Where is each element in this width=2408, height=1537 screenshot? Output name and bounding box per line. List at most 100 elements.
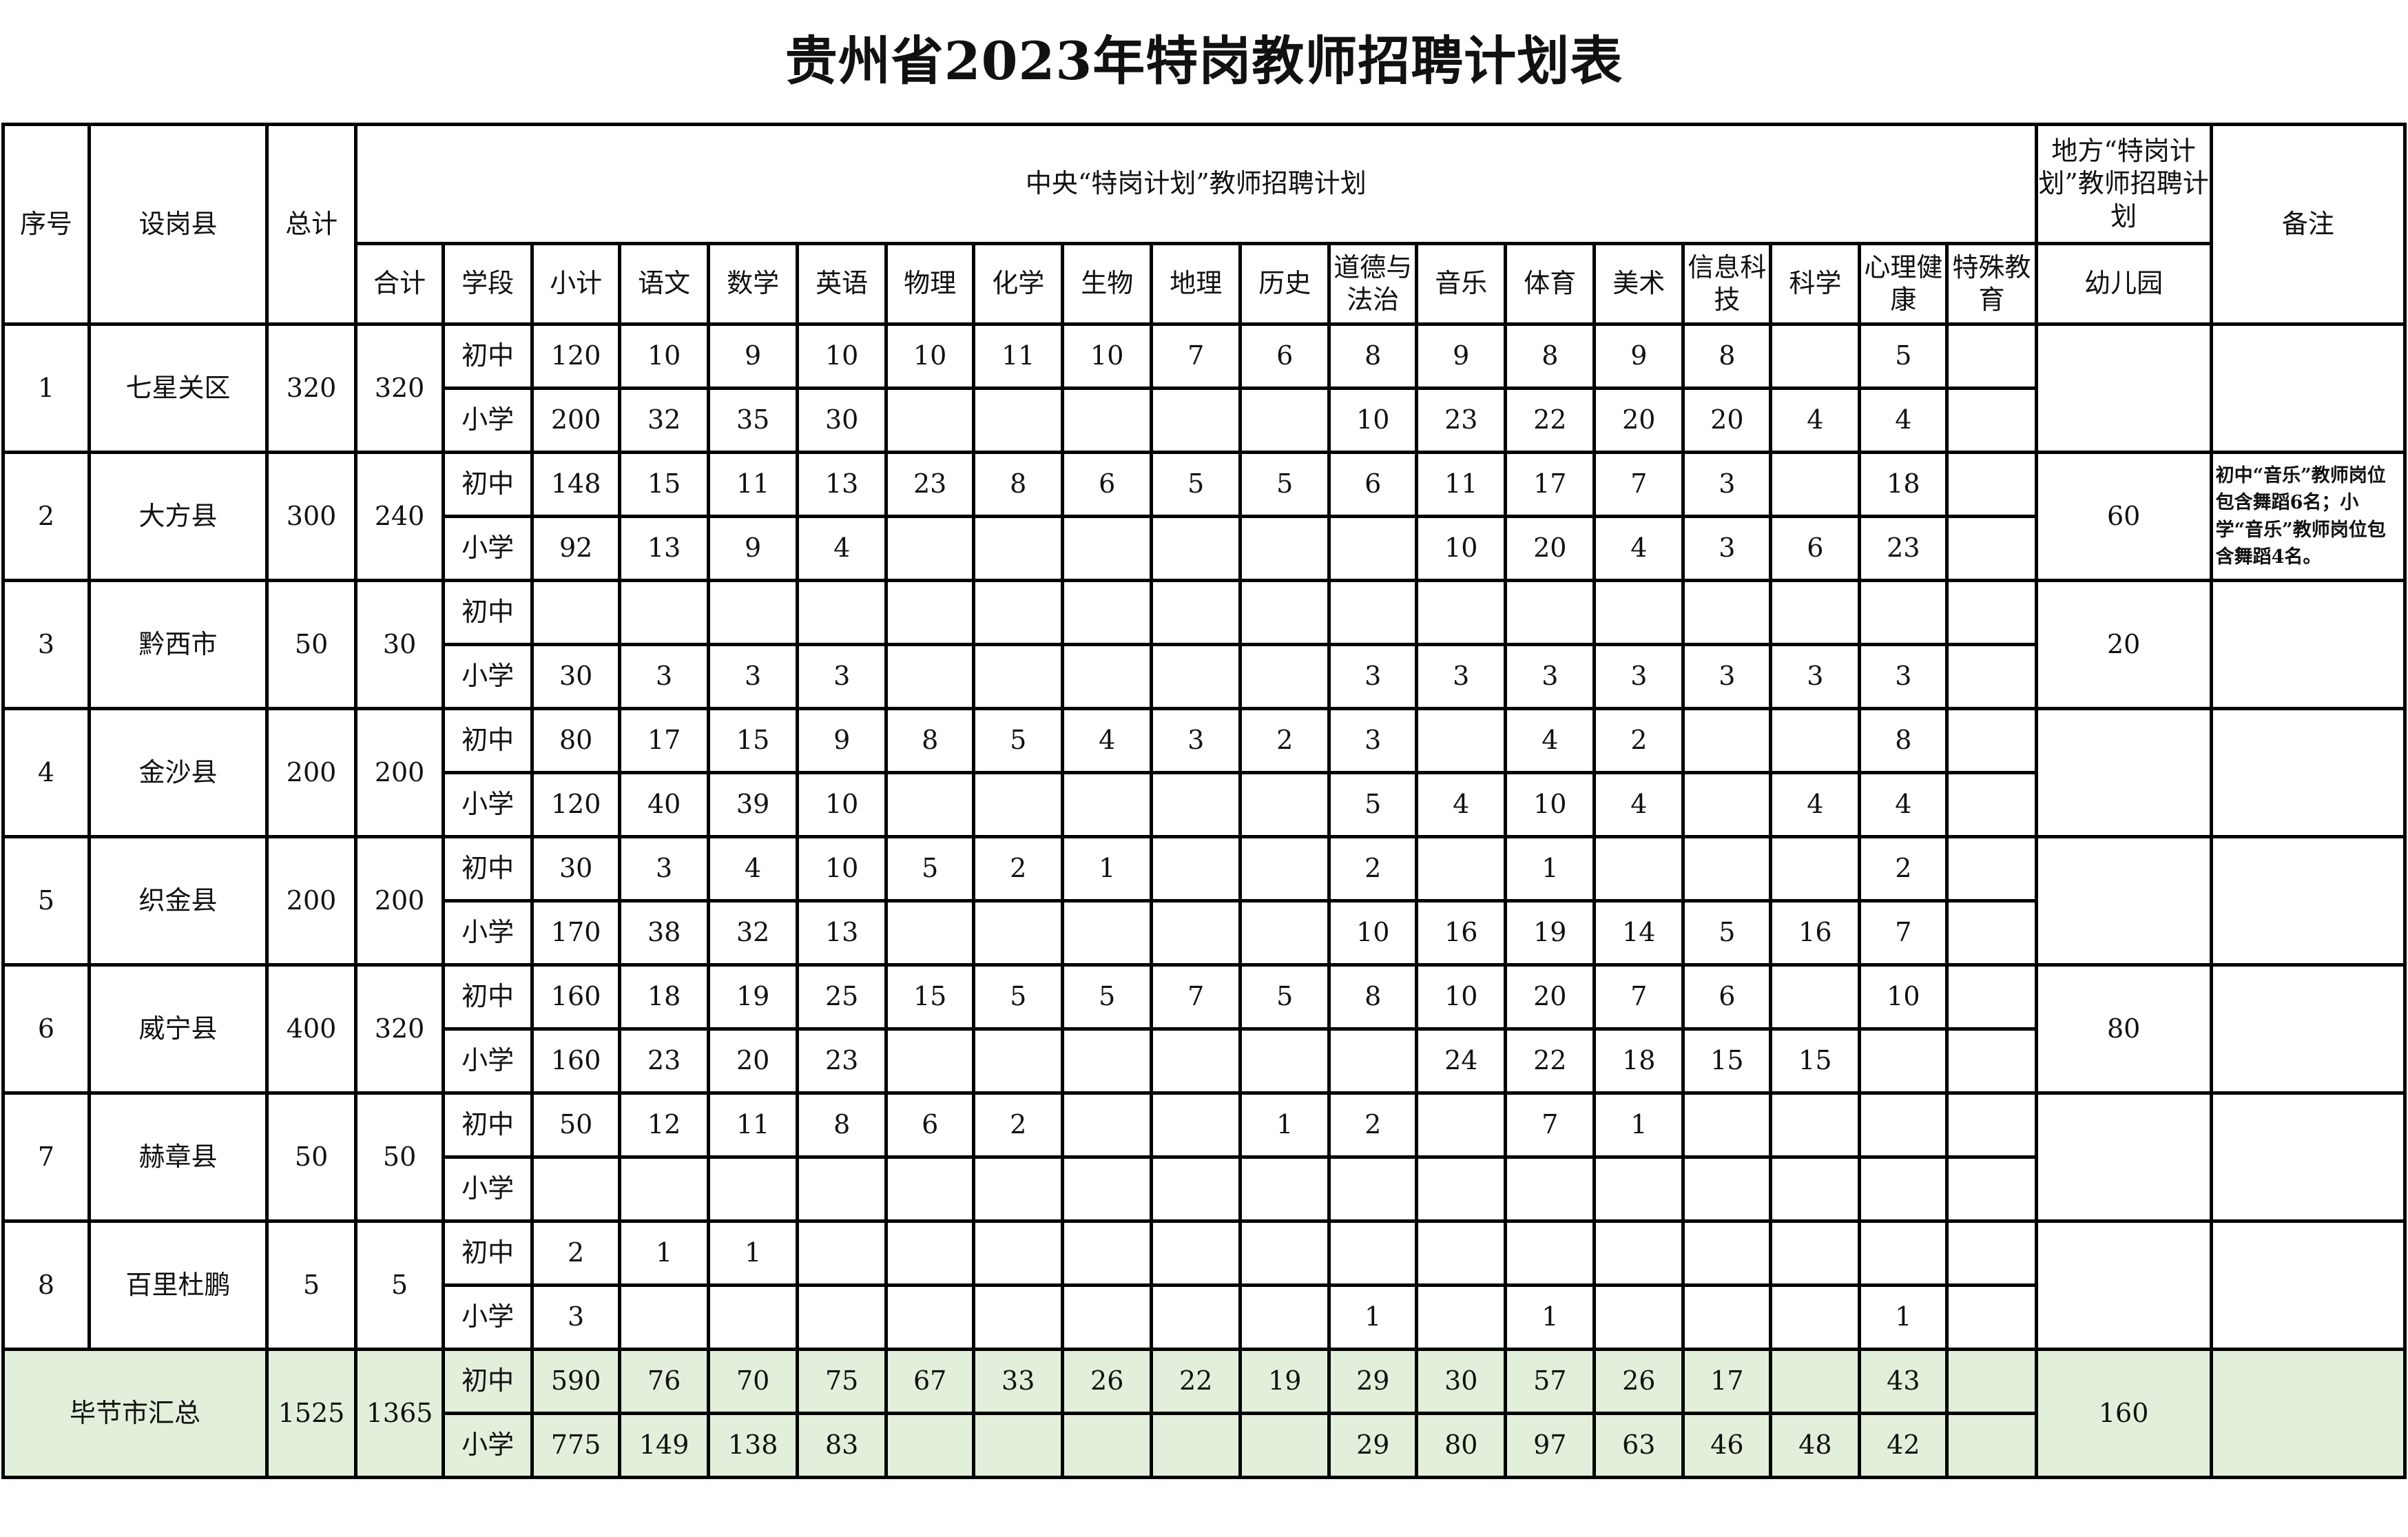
county-total: 300 bbox=[265, 451, 358, 582]
value-cell: 1 bbox=[707, 1219, 800, 1287]
value-cell: 40 bbox=[618, 771, 711, 838]
value-cell: 23 bbox=[618, 1027, 711, 1095]
value-cell: 20 bbox=[1504, 963, 1597, 1031]
remark-cell bbox=[2209, 963, 2407, 1095]
value-cell bbox=[1415, 707, 1508, 774]
value-cell bbox=[972, 899, 1065, 967]
remark-cell bbox=[2209, 835, 2407, 967]
county-sum: 30 bbox=[354, 579, 446, 710]
value-cell bbox=[1150, 1219, 1243, 1287]
value-cell: 10 bbox=[1327, 386, 1419, 454]
county-seq: 5 bbox=[1, 835, 92, 967]
value-cell: 13 bbox=[796, 451, 889, 518]
value-cell bbox=[707, 1155, 800, 1223]
county-sum: 5 bbox=[354, 1219, 446, 1351]
value-cell bbox=[1945, 1412, 2038, 1479]
value-cell: 23 bbox=[1415, 386, 1508, 454]
value-cell bbox=[1061, 899, 1154, 967]
county-seq: 3 bbox=[1, 579, 92, 710]
value-cell: 3 bbox=[530, 1283, 622, 1351]
value-cell: 14 bbox=[1592, 899, 1685, 967]
value-cell: 20 bbox=[1592, 386, 1685, 454]
value-cell: 4 bbox=[1415, 771, 1508, 838]
county-seq: 8 bbox=[1, 1219, 92, 1351]
county-total: 5 bbox=[265, 1219, 358, 1351]
stage-label: 初中 bbox=[442, 963, 534, 1031]
value-cell: 1 bbox=[1061, 835, 1154, 902]
value-cell: 3 bbox=[1150, 707, 1243, 774]
value-cell: 23 bbox=[1858, 515, 1949, 582]
value-cell: 29 bbox=[1327, 1412, 1419, 1479]
value-cell: 19 bbox=[1504, 899, 1597, 967]
value-cell: 15 bbox=[1681, 1027, 1773, 1095]
value-cell bbox=[1592, 1283, 1685, 1351]
stage-label: 小学 bbox=[442, 1155, 534, 1223]
value-cell bbox=[1769, 835, 1862, 902]
value-cell bbox=[618, 579, 711, 646]
value-cell: 13 bbox=[618, 515, 711, 582]
header-subject: 小计 bbox=[530, 242, 622, 326]
table-row: 6 威宁县 400 320 初中 160 18 19 25 15 5 5 7 5 8 10 20 7 6 10 80 bbox=[1, 963, 2407, 1095]
value-cell bbox=[1945, 1155, 2038, 1223]
stage-label: 小学 bbox=[442, 1027, 534, 1095]
value-cell: 22 bbox=[1504, 386, 1597, 454]
value-cell bbox=[1150, 579, 1243, 646]
kindergarten-count bbox=[2034, 835, 2213, 967]
value-cell: 4 bbox=[1504, 707, 1597, 774]
county-seq: 2 bbox=[1, 451, 92, 582]
value-cell: 42 bbox=[1858, 1412, 1949, 1479]
header-subject: 地理 bbox=[1150, 242, 1243, 326]
value-cell: 23 bbox=[796, 1027, 889, 1095]
county-sum: 320 bbox=[354, 322, 446, 454]
value-cell: 4 bbox=[1858, 771, 1949, 838]
value-cell bbox=[1238, 771, 1331, 838]
value-cell: 4 bbox=[1061, 707, 1154, 774]
value-cell bbox=[1150, 835, 1243, 902]
value-cell: 6 bbox=[1061, 451, 1154, 518]
value-cell: 32 bbox=[707, 899, 800, 967]
stage-label: 初中 bbox=[442, 1348, 534, 1415]
header-sum: 合计 bbox=[354, 242, 446, 326]
value-cell: 7 bbox=[1592, 963, 1685, 1031]
value-cell: 9 bbox=[1415, 322, 1508, 390]
value-cell bbox=[1681, 835, 1773, 902]
value-cell: 17 bbox=[1504, 451, 1597, 518]
value-cell: 5 bbox=[1150, 451, 1243, 518]
value-cell: 83 bbox=[796, 1412, 889, 1479]
value-cell bbox=[1858, 579, 1949, 646]
value-cell: 160 bbox=[530, 1027, 622, 1095]
value-cell bbox=[1327, 579, 1419, 646]
remark-cell: 初中“音乐”教师岗位包含舞蹈6名；小学“音乐”教师岗位包含舞蹈4名。 bbox=[2209, 451, 2407, 582]
table-row: 小学 92 13 9 4 10 20 4 3 6 23 bbox=[3, 515, 2405, 582]
value-cell bbox=[1061, 1412, 1154, 1479]
header-local-plan: 地方“特岗计划”教师招聘计划 bbox=[2034, 123, 2213, 245]
value-cell bbox=[972, 643, 1065, 710]
value-cell bbox=[884, 386, 976, 454]
value-cell bbox=[618, 1155, 711, 1223]
value-cell bbox=[972, 1412, 1065, 1479]
value-cell: 6 bbox=[1769, 515, 1862, 582]
value-cell bbox=[884, 1027, 976, 1095]
stage-label: 初中 bbox=[442, 451, 534, 518]
value-cell: 3 bbox=[1592, 643, 1685, 710]
value-cell: 2 bbox=[1238, 707, 1331, 774]
table-row: 1 七星关区 320 320 初中 120 10 9 10 10 11 10 7 6 8 9 8 9 8 5 bbox=[1, 322, 2407, 454]
county-sum: 320 bbox=[354, 963, 446, 1095]
stage-label: 初中 bbox=[442, 1091, 534, 1159]
value-cell: 2 bbox=[1592, 707, 1685, 774]
value-cell bbox=[1945, 579, 2038, 646]
value-cell: 10 bbox=[796, 835, 889, 902]
value-cell bbox=[1681, 1155, 1773, 1223]
value-cell: 8 bbox=[1681, 322, 1773, 390]
value-cell bbox=[1061, 515, 1154, 582]
value-cell: 76 bbox=[618, 1348, 711, 1415]
value-cell bbox=[1061, 1219, 1154, 1287]
value-cell bbox=[1945, 1348, 2038, 1415]
value-cell bbox=[1150, 643, 1243, 710]
value-cell bbox=[1945, 1027, 2038, 1095]
value-cell bbox=[972, 1027, 1065, 1095]
value-cell: 11 bbox=[707, 1091, 800, 1159]
value-cell bbox=[1945, 515, 2038, 582]
value-cell: 80 bbox=[1415, 1412, 1508, 1479]
value-cell: 3 bbox=[618, 835, 711, 902]
